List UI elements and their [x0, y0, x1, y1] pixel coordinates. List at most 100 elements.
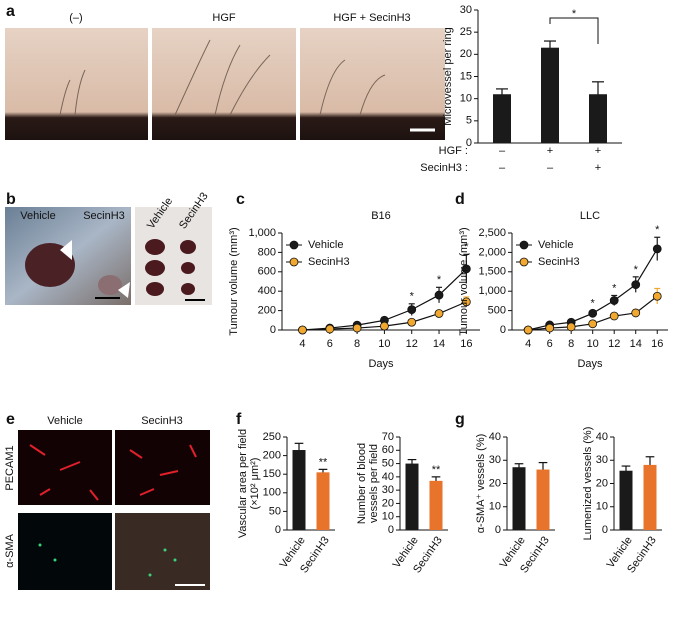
y-tick-label: 50: [382, 457, 394, 469]
point: [588, 308, 598, 318]
photo: [300, 28, 445, 140]
y-tick-label: 200: [258, 305, 276, 317]
y-tick-label: 1,500: [478, 266, 506, 278]
bar: [643, 464, 657, 530]
x-tick-label: 12: [608, 338, 620, 350]
panel-letter: a: [6, 3, 15, 20]
photo: [5, 28, 148, 140]
y-tick-label: 10: [489, 501, 501, 513]
y-tick-label: 20: [460, 48, 472, 60]
y-axis-label: Microvessel per ring: [442, 27, 454, 125]
panel-letter: e: [6, 411, 15, 428]
point: [523, 325, 533, 335]
chart-title: LLC: [580, 210, 600, 222]
y-tick-label: 100: [263, 487, 281, 499]
point: [652, 291, 662, 301]
bracket: [549, 17, 599, 44]
y-axis-label: Number of blood: [356, 443, 368, 524]
row-value: –: [499, 162, 506, 174]
row-value: –: [547, 162, 554, 174]
significance: *: [410, 291, 415, 303]
point: [407, 305, 417, 315]
significance: **: [319, 456, 328, 468]
y-tick-label: 30: [596, 454, 608, 466]
arrowhead: [118, 282, 130, 298]
y-tick-label: 10: [460, 93, 472, 105]
photo: [115, 430, 210, 505]
y-tick-label: 10: [596, 501, 608, 513]
y-axis-label: vessels per field: [368, 444, 380, 523]
legend-marker: [519, 257, 529, 267]
legend-label: Vehicle: [538, 239, 573, 251]
x-tick-label: 4: [299, 338, 305, 350]
point: [434, 290, 444, 300]
y-tick-label: 20: [382, 497, 394, 509]
bar: [292, 450, 306, 530]
point: [298, 325, 307, 335]
x-tick-label: 12: [406, 338, 418, 350]
bar: [429, 480, 443, 530]
y-tick-label: 250: [263, 431, 281, 443]
y-tick-label: 5: [466, 115, 472, 127]
y-tick-label: 30: [489, 454, 501, 466]
x-tick-label: 8: [568, 338, 574, 350]
panel-letter: b: [6, 191, 16, 208]
vessel-stain: [29, 444, 197, 501]
point: [566, 322, 576, 332]
panel-letter: f: [236, 411, 242, 428]
tumours: [145, 239, 196, 296]
y-tick-label: 20: [596, 477, 608, 489]
legend-label: Vehicle: [308, 239, 343, 251]
panel-letter: c: [236, 191, 245, 208]
legend-marker: [289, 240, 299, 250]
x-axis-label: Days: [577, 358, 603, 370]
y-tick-label: 40: [596, 431, 608, 443]
photo: [115, 513, 210, 590]
y-axis-label: Tumour volume (mm³): [458, 227, 470, 335]
photo-label: SecinH3: [83, 210, 125, 222]
bar: [589, 94, 607, 143]
photo-label: HGF: [212, 12, 236, 24]
point: [588, 319, 598, 329]
x-tick-label: 10: [587, 338, 599, 350]
legend-marker: [289, 257, 299, 267]
x-tick-label: 14: [433, 338, 445, 350]
photo-label: Vehicle: [20, 210, 55, 222]
chart-title: B16: [371, 210, 391, 222]
photo: [152, 28, 296, 140]
y-tick-label: 2,500: [478, 227, 506, 239]
y-tick-label: 2,000: [478, 246, 506, 258]
y-axis-label: α-SMA⁺ vessels (%): [475, 434, 487, 534]
x-axis-label: Days: [368, 358, 394, 370]
bar: [541, 47, 559, 143]
photo-label: (–): [69, 12, 82, 24]
bar: [405, 463, 419, 530]
point: [609, 311, 619, 321]
y-tick-label: 0: [388, 524, 394, 536]
point: [325, 324, 335, 334]
photo-label: SecinH3: [141, 415, 183, 427]
photo: [18, 513, 112, 590]
annotation: *: [572, 8, 577, 20]
y-tick-label: 40: [489, 431, 501, 443]
photo-label: HGF + SecinH3: [333, 12, 410, 24]
significance: *: [591, 298, 596, 310]
y-axis-label: Tumour volume (mm³): [228, 227, 240, 335]
bar: [619, 470, 633, 530]
vessels: [59, 39, 386, 116]
photo-label: Vehicle: [47, 415, 82, 427]
x-tick-label: 4: [525, 338, 531, 350]
point: [631, 280, 641, 290]
x-tick-label: 8: [354, 338, 360, 350]
row-label: HGF :: [439, 145, 468, 157]
tumour: [98, 275, 122, 295]
significance: *: [464, 241, 469, 253]
y-tick-label: 0: [466, 137, 472, 149]
x-tick-label: 6: [547, 338, 553, 350]
y-tick-label: 30: [382, 484, 394, 496]
row-label: PECAM1: [4, 445, 16, 490]
y-tick-label: 400: [258, 285, 276, 297]
significance: **: [432, 464, 441, 476]
point: [352, 323, 362, 333]
tumour: [25, 243, 75, 287]
